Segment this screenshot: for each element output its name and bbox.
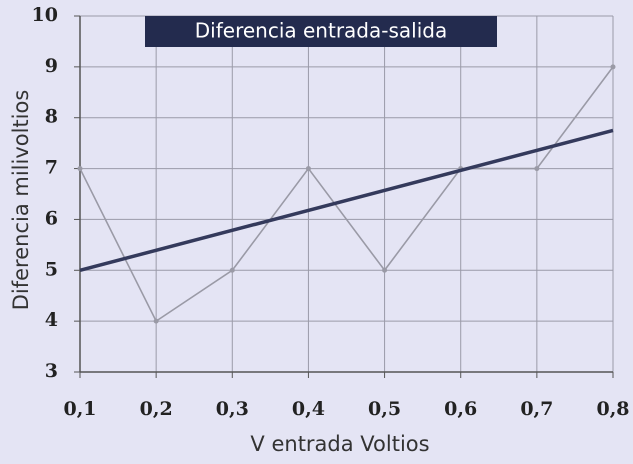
y-tick-label: 6	[45, 207, 58, 229]
x-tick-label: 0,7	[520, 398, 553, 420]
chart-title: Diferencia entrada-salida	[195, 19, 447, 43]
x-tick-label: 0,3	[216, 398, 249, 420]
y-tick-label: 3	[45, 360, 58, 382]
point	[610, 64, 616, 70]
y-tick-label: 8	[45, 106, 58, 128]
x-tick-label: 0,5	[368, 398, 401, 420]
x-axis-title: V entrada Voltios	[250, 432, 429, 456]
marks	[77, 64, 616, 324]
y-tick-label: 5	[45, 258, 58, 280]
y-tick-label: 4	[45, 309, 58, 331]
y-tick-label: 9	[45, 55, 58, 77]
grid: 3 4 5 6 7 8 9 10 0,1 0,2 0,3 0,4 0,5 0,6 0,7 0,8	[32, 4, 630, 420]
x-tick-label: 0,6	[444, 398, 477, 420]
line	[79, 66, 614, 323]
x-tick-label: 0,4	[292, 398, 325, 420]
title-box	[145, 16, 497, 47]
point	[77, 166, 83, 172]
y-tick-label: 7	[45, 157, 58, 179]
line	[79, 128, 614, 272]
y-tick-label: 10	[32, 4, 58, 26]
point	[382, 267, 388, 273]
x-tick-label: 0,1	[63, 398, 96, 420]
point	[229, 267, 235, 273]
point	[153, 318, 159, 324]
x-tick-label: 0,2	[140, 398, 173, 420]
point	[534, 166, 540, 172]
point	[305, 166, 311, 172]
x-tick-label: 0,8	[596, 398, 629, 420]
y-axis-title: Diferencia milivoltios	[9, 90, 33, 311]
